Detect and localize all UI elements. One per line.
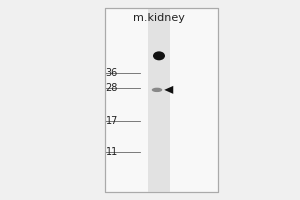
Text: m.kidney: m.kidney — [133, 13, 185, 23]
Bar — [105, 8, 218, 192]
Bar — [148, 8, 170, 192]
Text: 28: 28 — [106, 83, 118, 93]
Text: 17: 17 — [106, 116, 118, 126]
Text: 36: 36 — [106, 68, 118, 78]
Ellipse shape — [153, 51, 165, 60]
Ellipse shape — [152, 88, 162, 92]
Bar — [105, 8, 218, 192]
Polygon shape — [164, 86, 173, 94]
Text: 11: 11 — [106, 147, 118, 157]
